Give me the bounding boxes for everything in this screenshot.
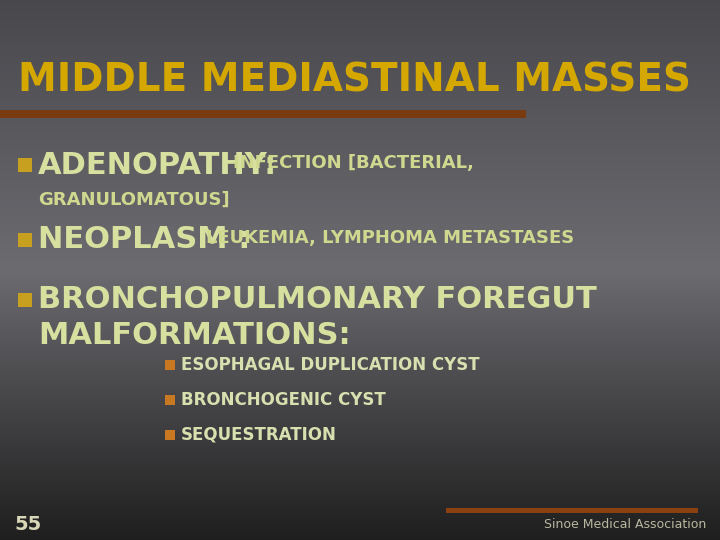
Text: LEUKEMIA, LYMPHOMA METASTASES: LEUKEMIA, LYMPHOMA METASTASES bbox=[206, 229, 575, 247]
Bar bbox=[165, 430, 175, 440]
Text: ESOPHAGAL DUPLICATION CYST: ESOPHAGAL DUPLICATION CYST bbox=[181, 356, 480, 374]
Text: SEQUESTRATION: SEQUESTRATION bbox=[181, 426, 337, 444]
Bar bbox=[165, 395, 175, 405]
Bar bbox=[18, 158, 32, 172]
Bar bbox=[0, 110, 526, 118]
Text: MALFORMATIONS:: MALFORMATIONS: bbox=[38, 321, 351, 349]
Bar bbox=[446, 508, 698, 513]
Text: MIDDLE MEDIASTINAL MASSES: MIDDLE MEDIASTINAL MASSES bbox=[18, 61, 691, 99]
Text: BRONCHOPULMONARY FOREGUT: BRONCHOPULMONARY FOREGUT bbox=[38, 286, 597, 314]
Text: GRANULOMATOUS]: GRANULOMATOUS] bbox=[38, 191, 230, 209]
Text: ADENOPATHY:: ADENOPATHY: bbox=[38, 151, 277, 179]
Text: 55: 55 bbox=[14, 515, 41, 534]
Text: NEOPLASM :: NEOPLASM : bbox=[38, 226, 251, 254]
Text: Sinoe Medical Association: Sinoe Medical Association bbox=[544, 517, 706, 530]
Text: BRONCHOGENIC CYST: BRONCHOGENIC CYST bbox=[181, 391, 386, 409]
Text: INFECTION [BACTERIAL,: INFECTION [BACTERIAL, bbox=[233, 154, 474, 172]
Bar bbox=[165, 360, 175, 370]
Bar bbox=[18, 293, 32, 307]
Bar bbox=[18, 233, 32, 247]
